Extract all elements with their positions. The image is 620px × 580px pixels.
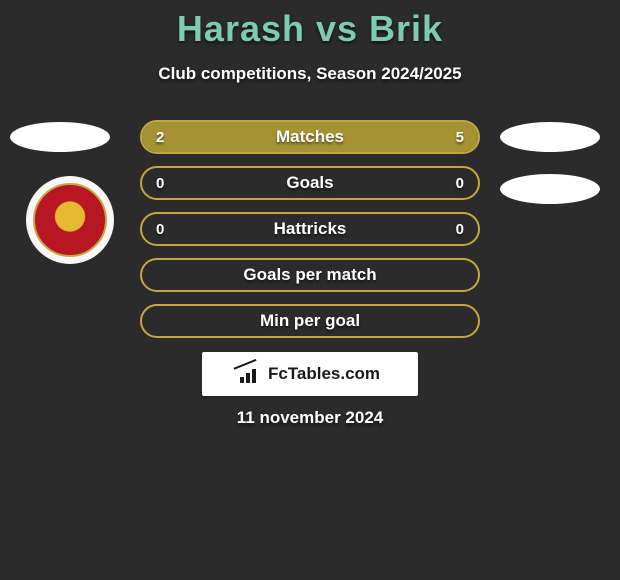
stat-row-min-per-goal: Min per goal	[140, 304, 480, 338]
stat-label: Min per goal	[142, 306, 478, 336]
stat-row-matches: 2 Matches 5	[140, 120, 480, 154]
date-text: 11 november 2024	[0, 408, 620, 428]
club-left-badge-inner	[33, 183, 107, 257]
club-right-placeholder	[500, 174, 600, 204]
club-left-badge	[26, 176, 114, 264]
bar-chart-icon	[240, 365, 262, 383]
stat-row-goals: 0 Goals 0	[140, 166, 480, 200]
player-left-placeholder	[10, 122, 110, 152]
brand-link[interactable]: FcTables.com	[202, 352, 418, 396]
stat-value-right: 0	[456, 214, 464, 244]
brand-text: FcTables.com	[268, 364, 380, 384]
stat-label: Goals per match	[142, 260, 478, 290]
stat-value-right: 5	[456, 122, 464, 152]
page-title: Harash vs Brik	[0, 0, 620, 50]
stat-label: Matches	[142, 122, 478, 152]
stat-row-hattricks: 0 Hattricks 0	[140, 212, 480, 246]
stat-row-goals-per-match: Goals per match	[140, 258, 480, 292]
stats-rows: 2 Matches 5 0 Goals 0 0 Hattricks 0 Goal…	[140, 120, 480, 350]
stat-label: Hattricks	[142, 214, 478, 244]
page-subtitle: Club competitions, Season 2024/2025	[0, 64, 620, 84]
stat-value-right: 0	[456, 168, 464, 198]
stat-label: Goals	[142, 168, 478, 198]
player-right-placeholder	[500, 122, 600, 152]
